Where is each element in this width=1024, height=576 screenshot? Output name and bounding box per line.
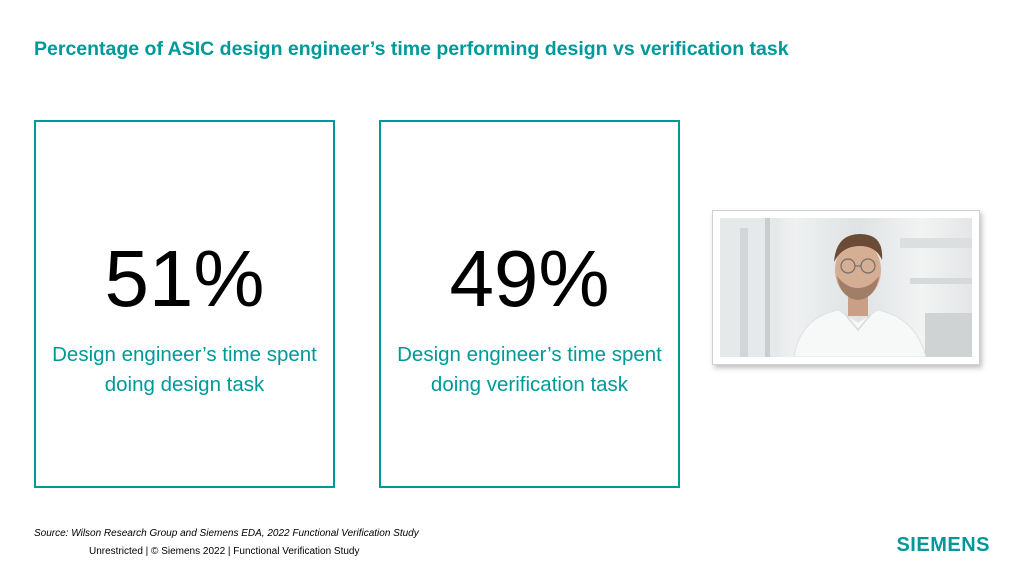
source-citation: Source: Wilson Research Group and Siemen…: [34, 528, 419, 539]
slide-title: Percentage of ASIC design engineer’s tim…: [34, 38, 789, 60]
verification-caption-line2: doing verification task: [430, 373, 629, 396]
verification-percentage: 49%: [449, 234, 610, 323]
verification-caption-line1: Design engineer’s time spent: [397, 343, 662, 366]
verification-stat-card: 49% Design engineer’s time spent doing v…: [379, 120, 680, 488]
verification-caption: Design engineer’s time spent doing verif…: [381, 340, 678, 400]
engineer-photo-frame: [712, 210, 980, 365]
engineer-photo: [720, 218, 972, 357]
design-stat-card: 51% Design engineer’s time spent doing d…: [34, 120, 335, 488]
design-caption: Design engineer’s time spent doing desig…: [36, 340, 333, 400]
engineer-portrait-image: [720, 218, 972, 357]
footer-notice: Unrestricted | © Siemens 2022 | Function…: [89, 546, 360, 557]
design-caption-line1: Design engineer’s time spent: [52, 343, 317, 366]
design-percentage: 51%: [104, 234, 265, 323]
design-caption-line2: doing design task: [104, 373, 265, 396]
siemens-logo: SIEMENS: [896, 534, 990, 556]
